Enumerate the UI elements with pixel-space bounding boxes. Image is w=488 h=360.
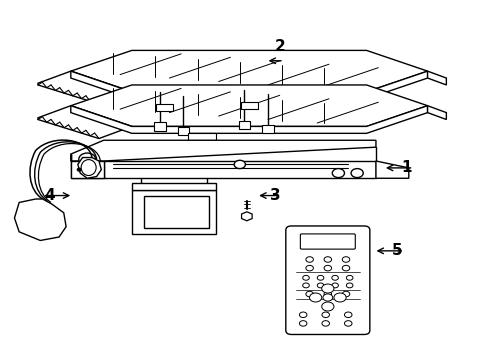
Circle shape <box>322 294 332 301</box>
Circle shape <box>305 265 313 271</box>
Circle shape <box>299 312 306 318</box>
Circle shape <box>234 160 245 168</box>
Circle shape <box>346 283 352 288</box>
Polygon shape <box>71 154 103 178</box>
Circle shape <box>321 284 333 293</box>
Circle shape <box>346 275 352 280</box>
Text: 4: 4 <box>44 188 55 203</box>
Polygon shape <box>132 184 216 190</box>
Text: 2: 2 <box>274 40 285 54</box>
Polygon shape <box>241 212 252 221</box>
Circle shape <box>344 321 351 326</box>
Circle shape <box>331 283 338 288</box>
Circle shape <box>321 321 329 326</box>
Circle shape <box>302 275 308 280</box>
Circle shape <box>77 168 81 171</box>
Circle shape <box>299 321 306 326</box>
Polygon shape <box>71 85 427 126</box>
FancyBboxPatch shape <box>285 226 369 334</box>
Polygon shape <box>38 71 132 104</box>
Polygon shape <box>78 158 101 178</box>
Polygon shape <box>103 161 375 178</box>
Circle shape <box>317 283 323 288</box>
Polygon shape <box>15 199 66 240</box>
Circle shape <box>309 293 321 302</box>
Circle shape <box>317 275 323 280</box>
Polygon shape <box>38 106 132 139</box>
Circle shape <box>324 257 331 262</box>
Circle shape <box>321 302 333 311</box>
Circle shape <box>342 265 349 271</box>
Text: 1: 1 <box>400 161 411 175</box>
Polygon shape <box>143 195 209 228</box>
Polygon shape <box>375 161 408 178</box>
Circle shape <box>321 312 329 318</box>
Circle shape <box>331 275 338 280</box>
FancyBboxPatch shape <box>300 234 355 249</box>
Circle shape <box>342 257 349 262</box>
Polygon shape <box>71 161 103 178</box>
Polygon shape <box>71 106 427 133</box>
Polygon shape <box>178 127 189 135</box>
Text: 3: 3 <box>269 188 280 203</box>
Circle shape <box>332 168 344 177</box>
Polygon shape <box>427 106 446 120</box>
Polygon shape <box>156 104 173 111</box>
Text: 5: 5 <box>391 243 402 258</box>
Polygon shape <box>262 125 273 133</box>
Polygon shape <box>71 50 427 92</box>
Polygon shape <box>132 190 216 234</box>
Circle shape <box>344 312 351 318</box>
Circle shape <box>333 293 346 302</box>
Circle shape <box>83 168 87 171</box>
Ellipse shape <box>81 159 96 176</box>
Circle shape <box>350 168 363 177</box>
Circle shape <box>342 291 349 297</box>
Circle shape <box>324 291 331 297</box>
Polygon shape <box>71 140 375 161</box>
Polygon shape <box>240 102 257 109</box>
Polygon shape <box>238 121 250 129</box>
Circle shape <box>79 153 96 166</box>
Circle shape <box>89 168 93 171</box>
Circle shape <box>302 283 308 288</box>
Circle shape <box>305 291 313 297</box>
Polygon shape <box>71 71 427 99</box>
Polygon shape <box>427 71 446 85</box>
Polygon shape <box>154 122 165 131</box>
Polygon shape <box>188 133 216 140</box>
Circle shape <box>305 257 313 262</box>
Circle shape <box>324 265 331 271</box>
